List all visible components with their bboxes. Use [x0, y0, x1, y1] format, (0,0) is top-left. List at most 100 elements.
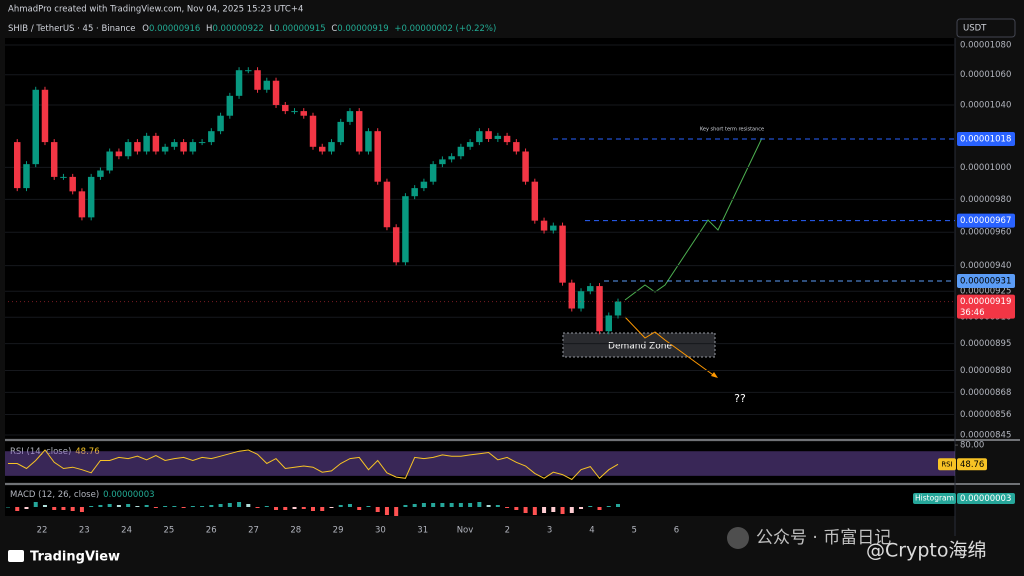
- rsi-value-badge: [957, 458, 987, 471]
- rsi-value-label: 48.76: [960, 460, 984, 470]
- macd-bar: [24, 507, 29, 509]
- macd-bar: [227, 503, 232, 507]
- x-tick-label: 24: [121, 526, 132, 536]
- tv-logo: TradingView: [8, 550, 120, 565]
- question-label: ??: [734, 392, 746, 405]
- candle: [448, 156, 455, 160]
- candle: [41, 89, 49, 143]
- macd-bar: [70, 507, 75, 511]
- candle: [614, 301, 622, 316]
- macd-bar: [597, 507, 602, 510]
- candle: [254, 70, 261, 90]
- candle: [383, 181, 391, 228]
- bullish-projection: [624, 137, 763, 301]
- macd-title: MACD (12, 26, close) 0.00000003: [10, 490, 155, 500]
- y-tick-label: 0.00001080: [960, 41, 1011, 51]
- macd-bar: [172, 506, 177, 507]
- change: +0.00000002 (+0.22%): [394, 24, 496, 34]
- candle: [513, 142, 520, 152]
- ohlc-value: 0.00000916: [149, 24, 200, 34]
- level-badge: [957, 213, 1015, 228]
- macd-bar: [52, 507, 57, 510]
- candle: [282, 104, 289, 112]
- candle: [550, 225, 557, 231]
- rsi-value: 48.76: [75, 447, 99, 457]
- macd-value-label: 0.00000003: [960, 494, 1011, 504]
- macd-bar: [588, 506, 593, 507]
- macd-value-badge: [957, 493, 1015, 504]
- macd-bar: [532, 507, 537, 515]
- macd-bar: [181, 507, 186, 508]
- histogram-badge-label: Histogram: [915, 494, 954, 503]
- macd-bar: [98, 505, 103, 507]
- candle: [189, 142, 197, 152]
- macd-bar: [320, 507, 325, 511]
- macd-bar: [15, 507, 20, 511]
- x-tick-label: 25: [163, 526, 174, 536]
- candle: [411, 188, 418, 197]
- candle: [503, 135, 511, 143]
- candle: [429, 164, 437, 182]
- candle: [319, 146, 326, 152]
- ohlc-value: 0.00000915: [274, 24, 325, 34]
- candle: [115, 151, 123, 157]
- y-tick-label: 0.00000980: [960, 195, 1011, 205]
- candle: [494, 135, 502, 139]
- candle: [272, 80, 280, 105]
- countdown: 36:46: [960, 308, 985, 318]
- candle: [568, 282, 576, 309]
- level-label: 0.00000931: [960, 276, 1011, 286]
- level-label: 0.00001018: [960, 134, 1011, 144]
- macd-bar: [200, 506, 205, 507]
- candle: [559, 225, 566, 283]
- credit: AhmadPro created with TradingView.com, N…: [8, 5, 303, 15]
- candle: [365, 131, 372, 152]
- ohlc-label: L: [270, 24, 275, 34]
- candle: [457, 146, 465, 157]
- watermark: 公众号 · 币富日记 @Crypto海绵: [727, 527, 986, 562]
- watermark-handle: @Crypto海绵: [866, 540, 986, 562]
- candle: [245, 70, 252, 72]
- brand: TradingView: [30, 550, 120, 565]
- x-tick-label: 27: [248, 526, 259, 536]
- macd-bar: [338, 505, 343, 507]
- macd-bar: [107, 504, 112, 507]
- macd-bar: [153, 507, 158, 508]
- macd-bar: [61, 507, 66, 510]
- macd-bar: [542, 507, 547, 513]
- macd-bar: [421, 503, 426, 507]
- rsi-badge-label: RSI: [941, 460, 952, 468]
- macd-bar: [42, 505, 47, 507]
- candle: [531, 181, 539, 221]
- x-tick-label: 23: [79, 526, 90, 536]
- candle: [402, 196, 409, 263]
- candle: [476, 131, 483, 143]
- rsi-name: RSI (14, close): [10, 447, 71, 457]
- candle: [605, 315, 612, 332]
- arrow-head: [711, 372, 718, 378]
- candle: [577, 291, 585, 309]
- macd-bar: [126, 504, 131, 507]
- y-tick-label: 0.00001040: [960, 100, 1011, 110]
- macd-bar: [255, 507, 260, 508]
- last-price-label: 0.00000919: [960, 297, 1011, 307]
- macd-bar: [505, 507, 510, 508]
- candle: [217, 115, 224, 132]
- candle: [14, 142, 21, 189]
- symbol: SHIB / TetherUS · 45 · Binance: [8, 24, 136, 34]
- macd-bar: [366, 506, 371, 507]
- macd-bar: [486, 505, 491, 507]
- macd-bar: [384, 507, 389, 515]
- currency[interactable]: USDT: [963, 24, 987, 34]
- macd-bar: [523, 507, 528, 513]
- bearish-projection: [624, 316, 717, 378]
- candle: [171, 142, 178, 147]
- macd-bar: [246, 504, 251, 507]
- candle: [152, 135, 160, 152]
- zone-label: Demand Zone: [608, 342, 672, 352]
- rsi-tick-label: 80.00: [960, 441, 984, 451]
- x-tick-label: 4: [589, 526, 594, 536]
- currency-button[interactable]: [956, 18, 1016, 38]
- rsi-line: [8, 449, 619, 481]
- candle: [522, 151, 529, 182]
